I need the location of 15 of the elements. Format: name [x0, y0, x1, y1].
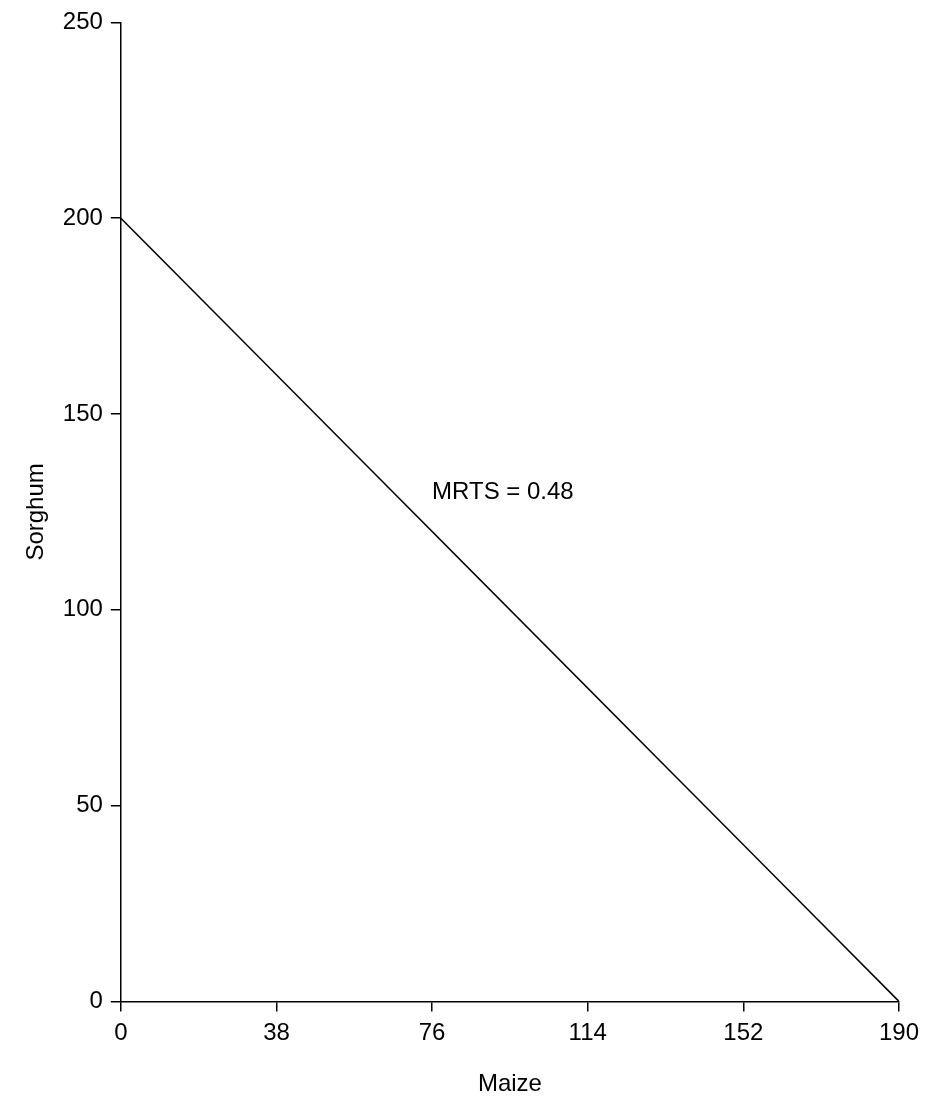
y-tick-label: 100 — [62, 594, 103, 622]
y-axis-title: Sorghum — [21, 463, 49, 561]
annotation: MRTS = 0.48 — [432, 476, 574, 504]
y-tick-label: 0 — [89, 986, 103, 1014]
x-tick-label: 190 — [878, 1018, 919, 1046]
y-tick-label: 250 — [62, 7, 103, 35]
y-tick-label: 50 — [76, 790, 103, 818]
x-tick-label: 0 — [114, 1018, 128, 1046]
x-axis-title: Maize — [477, 1069, 542, 1097]
x-tick-label: 38 — [263, 1018, 290, 1046]
x-tick-label: 76 — [418, 1018, 446, 1046]
x-tick-label: 114 — [568, 1018, 607, 1046]
y-tick-label: 200 — [62, 202, 103, 230]
x-tick-label: 152 — [723, 1018, 764, 1046]
y-tick-label: 150 — [62, 398, 103, 426]
